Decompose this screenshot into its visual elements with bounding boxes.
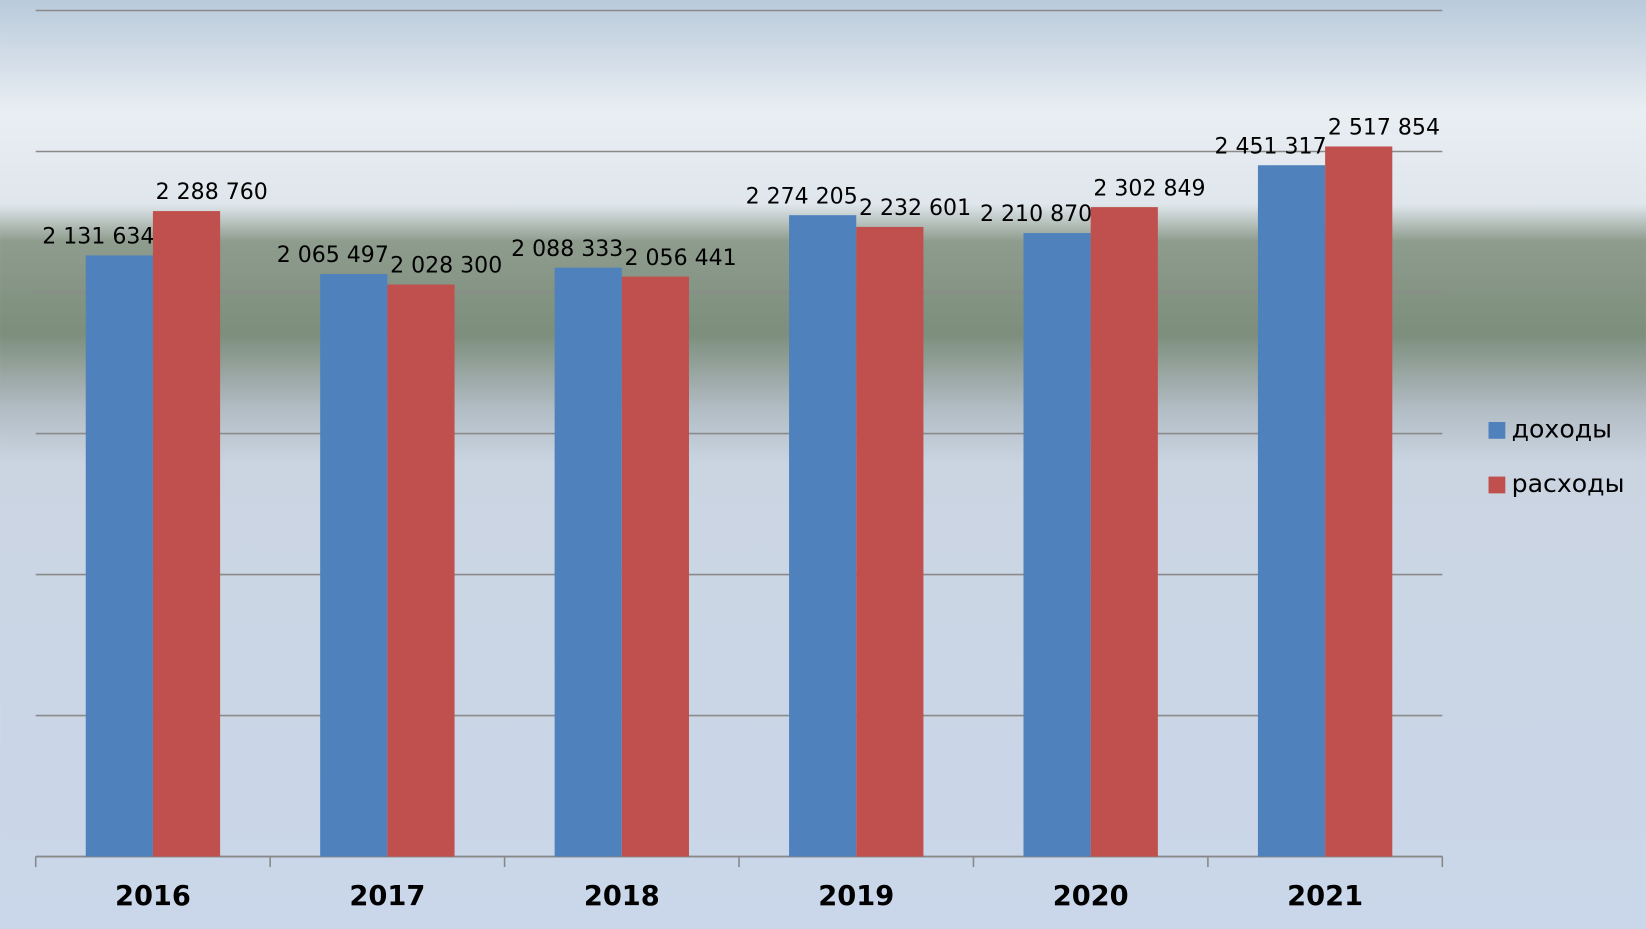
bar: [856, 227, 923, 857]
bar: [86, 255, 153, 856]
x-tick-label: 2021: [1287, 881, 1363, 912]
bar: [320, 274, 387, 857]
value-label: 2 028 300: [390, 254, 502, 279]
value-label: 2 056 441: [625, 246, 737, 271]
value-label: 2 274 205: [746, 184, 858, 209]
bar: [387, 285, 454, 857]
bar: [153, 211, 220, 856]
x-tick-label: 2016: [115, 881, 191, 912]
legend-swatch: [1489, 422, 1506, 439]
value-label: 2 131 634: [42, 225, 154, 250]
bar: [1091, 207, 1158, 856]
legend-label: расходы: [1512, 469, 1625, 498]
value-label: 2 288 760: [156, 180, 268, 205]
bar: [622, 277, 689, 857]
bar: [1258, 165, 1325, 856]
value-label: 2 517 854: [1328, 116, 1440, 141]
x-tick-label: 2020: [1053, 881, 1129, 912]
value-label: 2 210 870: [980, 202, 1092, 227]
value-label: 2 302 849: [1093, 176, 1205, 201]
value-label: 2 232 601: [859, 196, 971, 221]
value-label: 2 451 317: [1214, 134, 1326, 159]
chart: 2 131 634 2 065 497 2 088 333 2 274 205 2 21…: [0, 0, 1646, 929]
legend-label: доходы: [1512, 414, 1612, 443]
x-tick-label: 2019: [818, 881, 894, 912]
bar: [555, 268, 622, 857]
page: 2 131 634 2 065 497 2 088 333 2 274 205 2 21…: [0, 0, 1646, 929]
value-label: 2 088 333: [511, 237, 623, 262]
value-label: 2 065 497: [277, 243, 389, 268]
bar: [1023, 233, 1090, 857]
legend-swatch: [1489, 477, 1506, 494]
x-tick-label: 2017: [349, 881, 425, 912]
bar: [789, 215, 856, 856]
bar: [1325, 146, 1392, 856]
x-tick-label: 2018: [584, 881, 660, 912]
